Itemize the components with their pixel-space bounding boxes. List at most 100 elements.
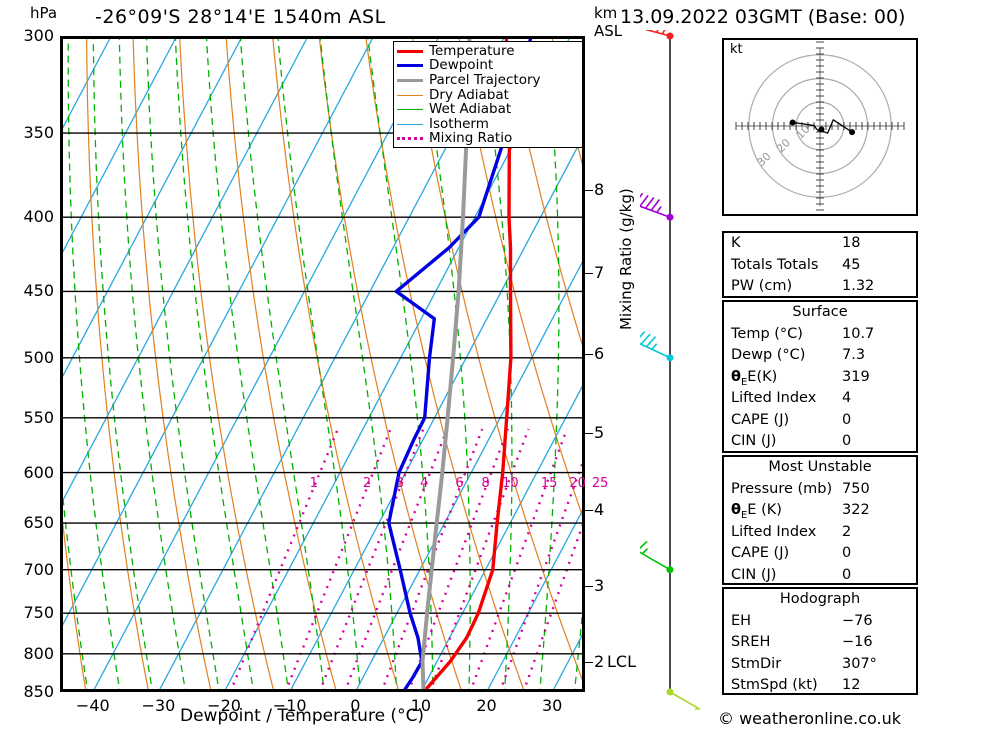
legend-label: Parcel Trajectory (429, 71, 541, 88)
legend-item-dry-adiabat: Dry Adiabat (397, 88, 579, 103)
pressure-tick-600: 600 (23, 462, 54, 482)
legend-item-isotherm: Isotherm (397, 117, 579, 132)
altitude-tick-3km: 3 (594, 575, 605, 595)
index-row: PW (cm) 1.32 (724, 276, 916, 298)
hodostat-value: −76 (842, 612, 873, 629)
wind-barb-850hpa[interactable] (666, 688, 701, 711)
wind-barb-column[interactable] (640, 30, 700, 710)
temperature-tick-0: 0 (350, 696, 361, 715)
pressure-tick-450: 450 (23, 281, 54, 301)
hodostat-value: −16 (842, 634, 873, 650)
surface-label: Temp (°C) (731, 325, 803, 342)
unstable-label: CIN (J) (731, 566, 777, 583)
unstable-value: 322 (842, 502, 870, 518)
hodostat-title: Hodograph (779, 591, 861, 607)
temperature-tick--30: −30 (141, 696, 176, 715)
temperature-tick--10: −10 (272, 696, 307, 715)
altitude-tick-7km: 7 (594, 262, 605, 282)
unstable-label: Lifted Index (731, 523, 817, 540)
asl-unit-label: ASL (594, 22, 623, 40)
surface-row: Lifted Index 4 (724, 388, 916, 410)
unstable-value: 0 (842, 545, 852, 561)
unstable-value: 0 (842, 566, 852, 583)
legend-swatch-icon (397, 49, 423, 53)
legend-label: Wet Adiabat (429, 101, 512, 118)
hodostat-row: EH −76 (724, 611, 916, 633)
x-axis-title: Dewpoint / Temperature (°C) (180, 706, 425, 726)
panel-surface: Surface Temp (°C) 10.7 Dewp (°C) 7.3 θEE(K) 31… (722, 300, 918, 453)
hodostat-row: StmDir 307° (724, 654, 916, 676)
legend-swatch-icon (397, 78, 423, 82)
altitude-tick-4km: 4 (594, 500, 605, 520)
surface-value: 319 (842, 368, 870, 385)
mixing-ratio-label-4: 4 (420, 476, 429, 492)
index-label: K (731, 235, 741, 251)
index-label: PW (cm) (731, 278, 793, 294)
pressure-tick-400: 400 (23, 207, 54, 227)
mixing-ratio-axis-title: Mixing Ratio (g/kg) (617, 188, 635, 330)
hodograph-frame (722, 38, 918, 216)
surface-label: Dewp (°C) (731, 347, 806, 363)
surface-value: 10.7 (842, 325, 875, 342)
pressure-tick-500: 500 (23, 347, 54, 367)
surface-label: θEE(K) (731, 368, 778, 388)
wind-barb-700hpa[interactable] (640, 540, 674, 574)
legend-item-dewpoint: Dewpoint (397, 59, 579, 74)
pressure-tick-300: 300 (23, 26, 54, 45)
legend-item-wet-adiabat: Wet Adiabat (397, 102, 579, 117)
legend-swatch-icon (397, 109, 423, 111)
pressure-tick-700: 700 (23, 559, 54, 579)
legend-swatch-icon (397, 123, 423, 125)
unstable-value: 750 (842, 480, 870, 497)
surface-row: Temp (°C) 10.7 (724, 324, 916, 346)
legend-label: Dewpoint (429, 57, 494, 74)
index-row: Totals Totals 45 (724, 255, 916, 277)
altitude-tick-2km: 2 (594, 651, 605, 671)
unstable-label: Pressure (mb) (731, 480, 833, 497)
wind-barb-300hpa[interactable] (640, 30, 674, 40)
temperature-tick--40: −40 (75, 696, 110, 715)
index-row: K 18 (724, 233, 916, 255)
station-title: -26°09'S 28°14'E 1540m ASL (95, 6, 386, 28)
index-label: Totals Totals (731, 256, 819, 273)
surface-row: θEE(K) 319 (724, 367, 916, 389)
panel-most-unstable: Most Unstable Pressure (mb) 750 θEE (K) 322 L… (722, 455, 918, 585)
legend-label: Dry Adiabat (429, 86, 509, 103)
altitude-tick-mark (585, 510, 593, 512)
legend-item-temperature: Temperature (397, 44, 579, 59)
hodostat-value: 12 (842, 677, 861, 693)
lcl-label: LCL (607, 651, 636, 671)
temperature-tick-30: 30 (542, 696, 563, 715)
surface-row: CAPE (J) 0 (724, 410, 916, 432)
altitude-tick-mark (585, 353, 593, 355)
pressure-tick-800: 800 (23, 643, 54, 663)
altitude-tick-mark (585, 585, 593, 587)
legend: Temperature Dewpoint Parcel Trajectory Dry … (393, 41, 583, 149)
unstable-row: Pressure (mb) 750 (724, 479, 916, 501)
hodostat-label: SREH (731, 634, 771, 650)
surface-row: CIN (J) 0 (724, 431, 916, 453)
mixing-ratio-label-20: 20 (569, 476, 586, 492)
hodostat-label: StmSpd (kt) (731, 677, 818, 693)
altitude-tick-mark (585, 432, 593, 434)
skewt-diagram[interactable] (60, 36, 585, 692)
mixing-ratio-label-25: 25 (591, 476, 609, 492)
index-value: 45 (842, 256, 861, 273)
legend-item-parcel-trajectory: Parcel Trajectory (397, 73, 579, 88)
unstable-label: CAPE (J) (731, 545, 790, 561)
pressure-tick-650: 650 (23, 513, 54, 533)
surface-value: 0 (842, 433, 852, 449)
legend-label: Isotherm (429, 115, 489, 132)
mixing-ratio-label-1: 1 (309, 476, 318, 492)
panel-hodograph-stats: Hodograph EH −76 SREH −16 StmDir 307° StmSpd (k… (722, 587, 918, 695)
copyright-text: © weatheronline.co.uk (718, 709, 901, 728)
surface-label: Lifted Index (731, 390, 817, 406)
pressure-tick-750: 750 (23, 603, 54, 623)
wind-barb-500hpa[interactable] (640, 331, 674, 362)
mixing-ratio-label-6: 6 (455, 476, 464, 492)
altitude-tick-8km: 8 (594, 179, 605, 199)
hodostat-label: EH (731, 612, 752, 629)
legend-swatch-icon (397, 64, 423, 68)
wind-barb-400hpa[interactable] (640, 192, 674, 221)
